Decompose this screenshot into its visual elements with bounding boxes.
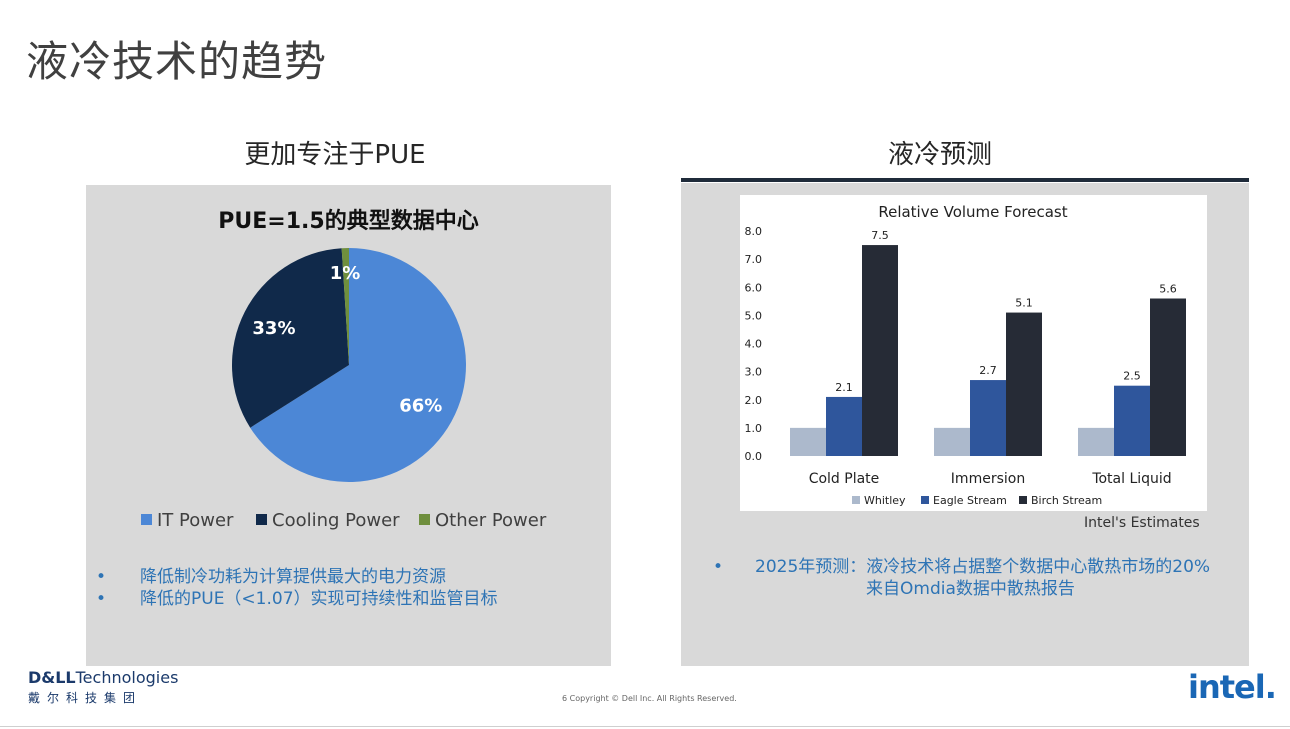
x-category-label: Total Liquid bbox=[1091, 471, 1171, 487]
pie-label-other-power: 1% bbox=[330, 263, 361, 284]
x-category-label: Cold Plate bbox=[809, 471, 880, 487]
y-tick-label: 0.0 bbox=[745, 450, 763, 463]
bar-data-label: 2.1 bbox=[835, 381, 853, 394]
pie-slice-other-power bbox=[341, 248, 349, 365]
forecast-panel: Relative Volume Forecast 0.0 1.0 2.0 3.0 4.0 5… bbox=[681, 183, 1249, 666]
right-heading: 液冷预测 bbox=[887, 140, 992, 170]
bullet-dot: • bbox=[96, 567, 107, 587]
y-tick-label: 4.0 bbox=[745, 338, 763, 351]
bar-chart-title: Relative Volume Forecast bbox=[878, 203, 1067, 221]
footer-rule bbox=[0, 726, 1290, 727]
bar-legend-label: Birch Stream bbox=[1031, 494, 1102, 507]
legend-label-it: IT Power bbox=[157, 510, 234, 531]
intel-logo: intel. bbox=[1188, 668, 1277, 706]
y-tick-label: 1.0 bbox=[745, 422, 763, 435]
bar-legend-swatch bbox=[1019, 496, 1027, 504]
legend-label-cooling: Cooling Power bbox=[272, 510, 400, 531]
left-bullet-2: • 降低的PUE（<1.07）实现可持续性和监管目标 bbox=[96, 588, 596, 610]
bullet-dot: • bbox=[96, 589, 107, 609]
y-tick-label: 3.0 bbox=[745, 366, 763, 379]
bar-birch-stream bbox=[862, 245, 898, 456]
legend-other-power: Other Power bbox=[419, 510, 546, 531]
technologies-wordmark: Technologies bbox=[75, 668, 179, 687]
y-tick-label: 5.0 bbox=[745, 309, 763, 322]
y-tick-label: 6.0 bbox=[745, 281, 763, 294]
y-tick-label: 7.0 bbox=[745, 253, 763, 266]
bar-birch-stream bbox=[1006, 312, 1042, 456]
legend-swatch-cooling bbox=[256, 514, 267, 525]
bar-legend-label: Eagle Stream bbox=[933, 494, 1007, 507]
bar-eagle-stream bbox=[1114, 385, 1150, 456]
pie-chart: 66% 33% 1% bbox=[232, 248, 466, 482]
pie-label-it-power: 66% bbox=[399, 395, 442, 416]
bar-chart: Relative Volume Forecast 0.0 1.0 2.0 3.0 4.0 5… bbox=[745, 203, 1186, 507]
x-category-label: Immersion bbox=[951, 471, 1025, 487]
bar-eagle-stream bbox=[970, 380, 1006, 456]
bar-data-label: 2.7 bbox=[979, 364, 997, 377]
left-bullet-1: • 降低制冷功耗为计算提供最大的电力资源 bbox=[96, 566, 596, 588]
y-tick-label: 2.0 bbox=[745, 394, 763, 407]
legend-swatch-it bbox=[141, 514, 152, 525]
bar-data-label: 2.5 bbox=[1123, 370, 1141, 383]
right-bullet-line-1: 2025年预测：液冷技术将占据整个数据中心散热市场的20% bbox=[755, 557, 1211, 577]
bar-whitley bbox=[790, 427, 826, 456]
bar-whitley bbox=[1078, 427, 1114, 456]
bar-legend-swatch bbox=[852, 496, 860, 504]
pue-panel: PUE=1.5的典型数据中心 66% 33% 1% IT Power Cooling… bbox=[86, 185, 611, 666]
bar-whitley bbox=[934, 427, 970, 456]
bar-legend-label: Whitley bbox=[864, 494, 906, 507]
legend-it-power: IT Power bbox=[141, 510, 233, 531]
bullet-dot: • bbox=[713, 557, 724, 577]
left-heading: 更加专注于PUE bbox=[244, 140, 426, 170]
pie-label-cooling-power: 33% bbox=[252, 318, 295, 339]
pie-slice-cooling-power bbox=[232, 248, 349, 428]
left-bullet-1-text: 降低制冷功耗为计算提供最大的电力资源 bbox=[140, 567, 446, 587]
bar-birch-stream bbox=[1150, 298, 1186, 456]
bar-chart-container: Relative Volume Forecast 0.0 1.0 2.0 3.0 4.0 5… bbox=[740, 195, 1207, 511]
dell-wordmark: D&LL bbox=[28, 668, 76, 687]
bar-eagle-stream bbox=[826, 396, 862, 456]
right-bullet-line-2: 来自Omdia数据中散热报告 bbox=[866, 579, 1075, 599]
bar-data-label: 7.5 bbox=[871, 229, 889, 242]
bar-data-label: 5.6 bbox=[1159, 283, 1177, 296]
slide-title: 液冷技术的趋势 bbox=[26, 37, 328, 86]
copyright-text: 6 Copyright © Dell Inc. All Rights Reser… bbox=[562, 694, 737, 703]
y-tick-label: 8.0 bbox=[745, 225, 763, 238]
left-bullet-2-text: 降低的PUE（<1.07）实现可持续性和监管目标 bbox=[140, 589, 498, 609]
bar-legend-swatch bbox=[921, 496, 929, 504]
dell-chinese-name: 戴尔科技集团 bbox=[28, 691, 143, 705]
pie-slice-it-power bbox=[250, 248, 466, 482]
dell-technologies-logo: D&LLTechnologies bbox=[28, 668, 178, 687]
estimates-note: Intel's Estimates bbox=[1084, 515, 1200, 531]
panel-top-rule bbox=[681, 178, 1249, 182]
legend-label-other: Other Power bbox=[435, 510, 547, 531]
legend-swatch-other bbox=[419, 514, 430, 525]
pie-chart-title: PUE=1.5的典型数据中心 bbox=[218, 209, 479, 234]
legend-cooling-power: Cooling Power bbox=[256, 510, 400, 531]
bar-data-label: 5.1 bbox=[1015, 297, 1033, 310]
left-bullet-list: • 降低制冷功耗为计算提供最大的电力资源 • 降低的PUE（<1.07）实现可持… bbox=[96, 566, 596, 610]
